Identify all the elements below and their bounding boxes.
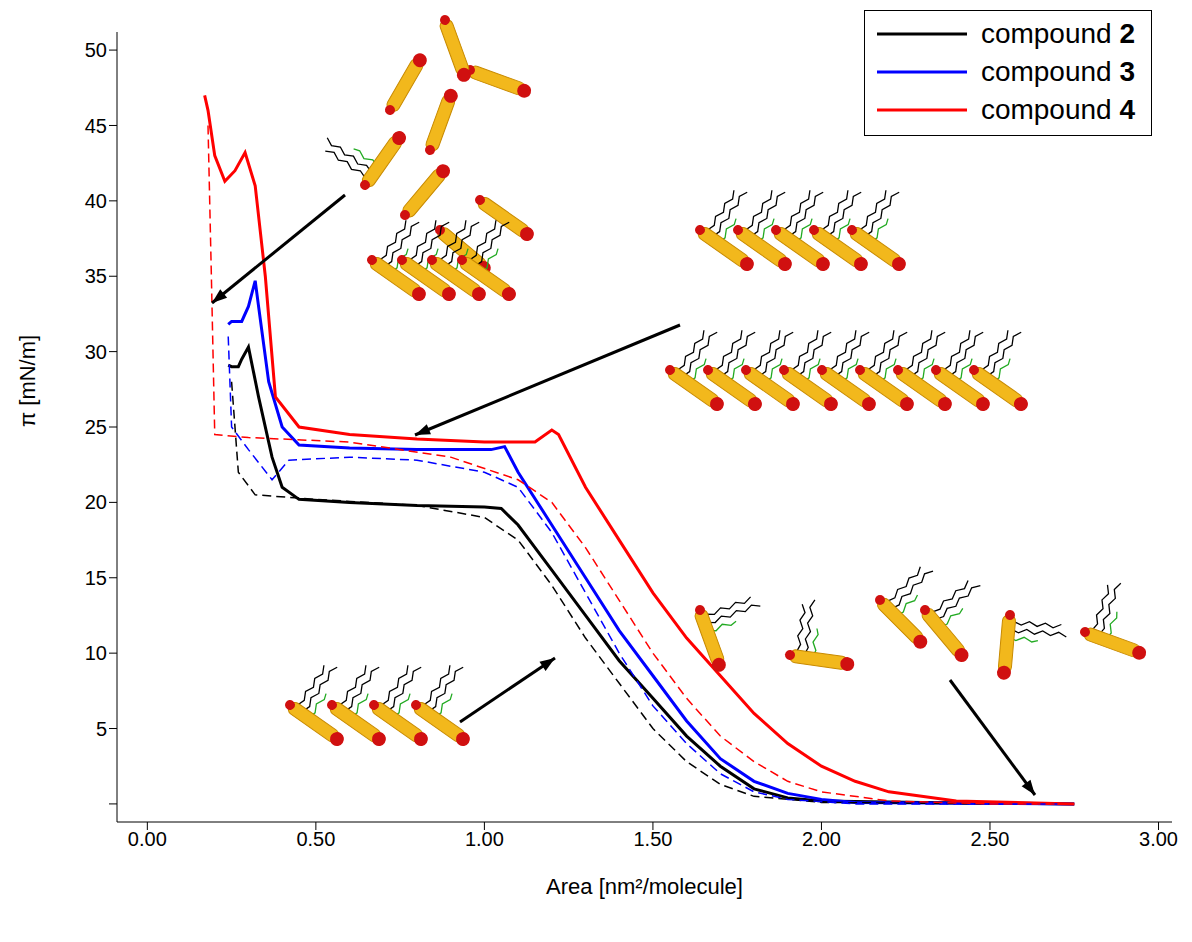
svg-text:3.00: 3.00 (1139, 828, 1178, 850)
html-text:compound 3: compound 3 (980, 56, 1135, 87)
svg-text:Area [nm²/molecule]: Area [nm²/molecule] (546, 874, 743, 899)
svg-text:30: 30 (85, 341, 107, 363)
svg-text:45: 45 (85, 115, 107, 137)
svg-text:0.50: 0.50 (296, 828, 335, 850)
svg-text:π [mN/m]: π [mN/m] (15, 335, 40, 427)
svg-text:2.00: 2.00 (802, 828, 841, 850)
svg-text:40: 40 (85, 190, 107, 212)
svg-text:20: 20 (85, 491, 107, 513)
svg-text:2.50: 2.50 (971, 828, 1010, 850)
svg-text:35: 35 (85, 265, 107, 287)
svg-text:5: 5 (96, 718, 107, 740)
html-text:compound 2: compound 2 (980, 18, 1135, 49)
svg-text:1.50: 1.50 (633, 828, 672, 850)
svg-text:50: 50 (85, 39, 107, 61)
svg-text:10: 10 (85, 642, 107, 664)
svg-text:0.00: 0.00 (128, 828, 167, 850)
svg-text:1.00: 1.00 (465, 828, 504, 850)
html-text:compound 4: compound 4 (980, 94, 1135, 125)
svg-text:25: 25 (85, 416, 107, 438)
svg-text:15: 15 (85, 567, 107, 589)
